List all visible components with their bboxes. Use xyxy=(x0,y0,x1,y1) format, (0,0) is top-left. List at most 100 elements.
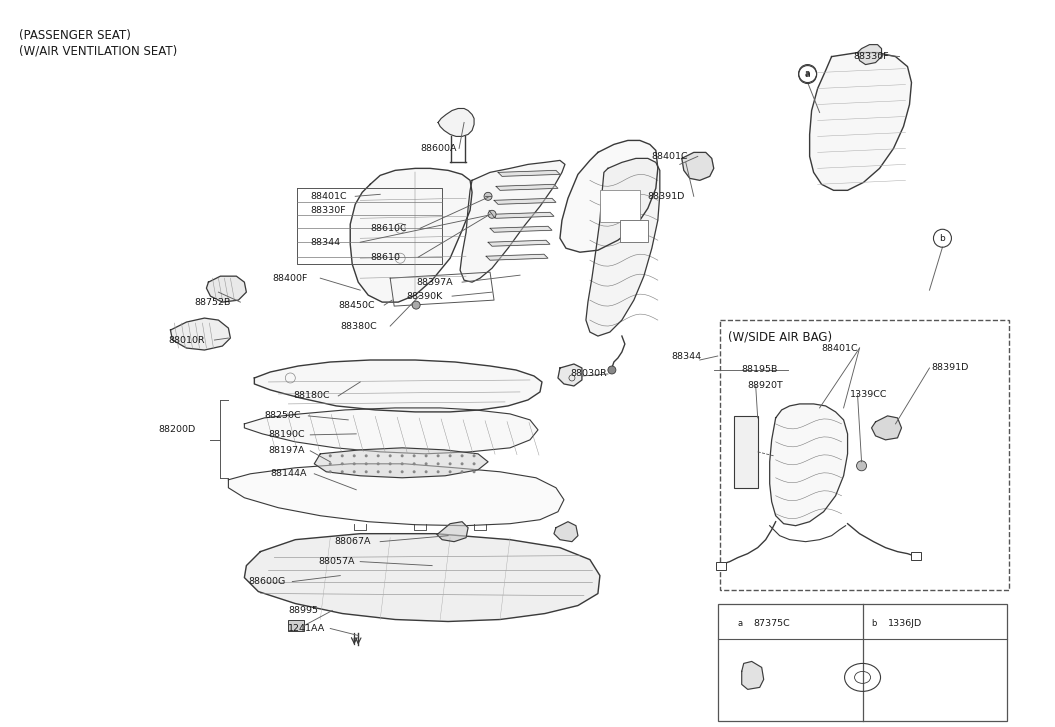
Text: 88995: 88995 xyxy=(288,606,319,615)
Polygon shape xyxy=(858,44,882,65)
Text: 88030R: 88030R xyxy=(570,369,607,379)
Text: 88057A: 88057A xyxy=(319,557,354,566)
Circle shape xyxy=(424,470,427,473)
Circle shape xyxy=(329,462,331,465)
Circle shape xyxy=(401,454,404,457)
Text: 88200D: 88200D xyxy=(158,425,196,434)
Polygon shape xyxy=(742,662,764,689)
Polygon shape xyxy=(488,240,550,246)
Polygon shape xyxy=(438,108,474,137)
Circle shape xyxy=(448,470,452,473)
Text: a: a xyxy=(737,619,743,628)
Polygon shape xyxy=(436,522,468,542)
Text: 88330F: 88330F xyxy=(310,206,346,214)
Text: 88401C: 88401C xyxy=(652,152,689,161)
Circle shape xyxy=(377,454,380,457)
Text: 88067A: 88067A xyxy=(334,537,370,546)
Polygon shape xyxy=(770,404,847,526)
Text: 88610: 88610 xyxy=(370,253,400,262)
Polygon shape xyxy=(350,169,472,302)
Bar xyxy=(733,416,757,488)
Circle shape xyxy=(388,470,391,473)
Text: 88380C: 88380C xyxy=(341,321,377,331)
Text: 88391D: 88391D xyxy=(648,192,685,201)
Text: b: b xyxy=(870,619,877,628)
Circle shape xyxy=(461,454,463,457)
Polygon shape xyxy=(586,158,659,336)
Circle shape xyxy=(424,462,427,465)
Polygon shape xyxy=(245,408,538,454)
Circle shape xyxy=(329,470,331,473)
Circle shape xyxy=(608,366,616,374)
Bar xyxy=(912,552,921,560)
Text: 88344: 88344 xyxy=(310,238,341,246)
Text: 1336JD: 1336JD xyxy=(887,619,922,628)
Text: b: b xyxy=(940,234,945,243)
Text: 1241AA: 1241AA xyxy=(288,624,326,633)
Circle shape xyxy=(388,454,391,457)
Text: 88401C: 88401C xyxy=(310,192,347,201)
Circle shape xyxy=(401,462,404,465)
Text: 88390K: 88390K xyxy=(406,292,442,301)
Circle shape xyxy=(329,454,331,457)
Circle shape xyxy=(352,470,356,473)
Bar xyxy=(288,619,304,632)
Circle shape xyxy=(341,454,344,457)
Circle shape xyxy=(352,462,356,465)
Polygon shape xyxy=(245,534,600,622)
Polygon shape xyxy=(314,448,488,478)
Bar xyxy=(715,562,726,570)
Text: 88010R: 88010R xyxy=(169,336,205,345)
Polygon shape xyxy=(809,52,912,190)
Circle shape xyxy=(437,454,440,457)
Polygon shape xyxy=(207,276,247,302)
Circle shape xyxy=(448,454,452,457)
Circle shape xyxy=(488,210,496,218)
Circle shape xyxy=(437,462,440,465)
Circle shape xyxy=(341,470,344,473)
Circle shape xyxy=(473,470,476,473)
Polygon shape xyxy=(254,360,542,412)
Text: 88397A: 88397A xyxy=(416,278,453,286)
Polygon shape xyxy=(871,416,902,440)
Bar xyxy=(717,603,1008,721)
Text: 88400F: 88400F xyxy=(272,273,308,283)
Bar xyxy=(720,320,1010,590)
Text: 1339CC: 1339CC xyxy=(849,390,887,399)
Polygon shape xyxy=(558,364,582,386)
Circle shape xyxy=(424,454,427,457)
Text: 88344: 88344 xyxy=(672,352,702,361)
Polygon shape xyxy=(460,161,564,282)
Circle shape xyxy=(377,470,380,473)
Circle shape xyxy=(461,462,463,465)
Circle shape xyxy=(341,462,344,465)
Circle shape xyxy=(365,462,368,465)
Text: (W/SIDE AIR BAG): (W/SIDE AIR BAG) xyxy=(728,330,831,343)
Circle shape xyxy=(413,301,420,309)
Text: (PASSENGER SEAT): (PASSENGER SEAT) xyxy=(19,28,131,41)
Text: a: a xyxy=(805,70,810,79)
Polygon shape xyxy=(492,212,554,218)
Polygon shape xyxy=(486,254,548,260)
Text: 88180C: 88180C xyxy=(293,391,330,401)
Bar xyxy=(600,190,639,222)
Text: 88330F: 88330F xyxy=(853,52,889,61)
Polygon shape xyxy=(491,226,552,232)
Bar xyxy=(620,220,648,242)
Text: 88144A: 88144A xyxy=(270,470,307,478)
Circle shape xyxy=(413,454,416,457)
Text: 87375C: 87375C xyxy=(753,619,790,628)
Text: (W/AIR VENTILATION SEAT): (W/AIR VENTILATION SEAT) xyxy=(19,44,177,57)
Text: 88250C: 88250C xyxy=(265,411,301,420)
Text: 88197A: 88197A xyxy=(268,446,305,455)
Circle shape xyxy=(857,461,866,471)
Polygon shape xyxy=(498,170,560,177)
Text: 88600A: 88600A xyxy=(420,144,457,153)
Circle shape xyxy=(377,462,380,465)
Circle shape xyxy=(448,462,452,465)
Text: 88752B: 88752B xyxy=(194,297,231,307)
Polygon shape xyxy=(560,140,658,252)
Circle shape xyxy=(413,470,416,473)
Circle shape xyxy=(461,470,463,473)
Circle shape xyxy=(473,454,476,457)
